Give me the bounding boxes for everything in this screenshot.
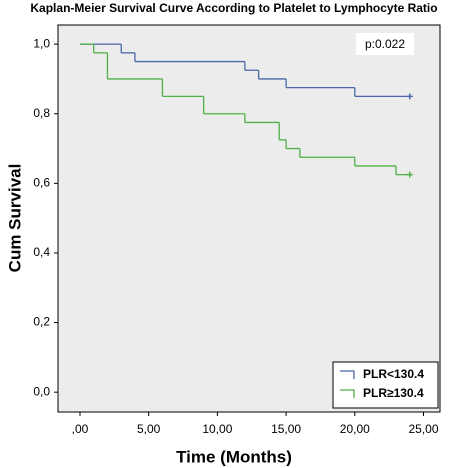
legend-label: PLR<130.4 [363,367,424,381]
x-tick-label: 20,00 [340,422,370,436]
x-tick-label: 15,00 [271,422,301,436]
y-tick-label: 0,2 [33,315,50,329]
y-tick-label: 0,6 [33,176,50,190]
legend-swatch [340,370,355,379]
annotation-box [356,33,414,55]
x-tick-label: ,00 [72,422,89,436]
censor-mark [406,171,413,178]
chart-title: Kaplan-Meier Survival Curve According to… [30,1,437,15]
y-axis-title: Cum Survival [5,164,24,273]
legend-box [332,361,439,409]
x-tick-label: 25,00 [408,422,438,436]
y-tick-label: 0,8 [33,106,50,120]
annotation: p:0.022 [365,37,405,51]
x-tick-label: 5,00 [137,422,161,436]
y-tick-label: 0,0 [33,384,50,398]
legend-swatch [340,389,355,398]
y-tick-label: 1,0 [33,36,50,50]
x-axis-title: Time (Months) [176,447,292,466]
censor-mark [406,93,413,100]
y-tick-label: 0,4 [33,245,50,259]
legend-label: PLR≥130.4 [363,386,424,400]
x-tick-label: 10,00 [202,422,232,436]
plot-area [57,24,441,413]
